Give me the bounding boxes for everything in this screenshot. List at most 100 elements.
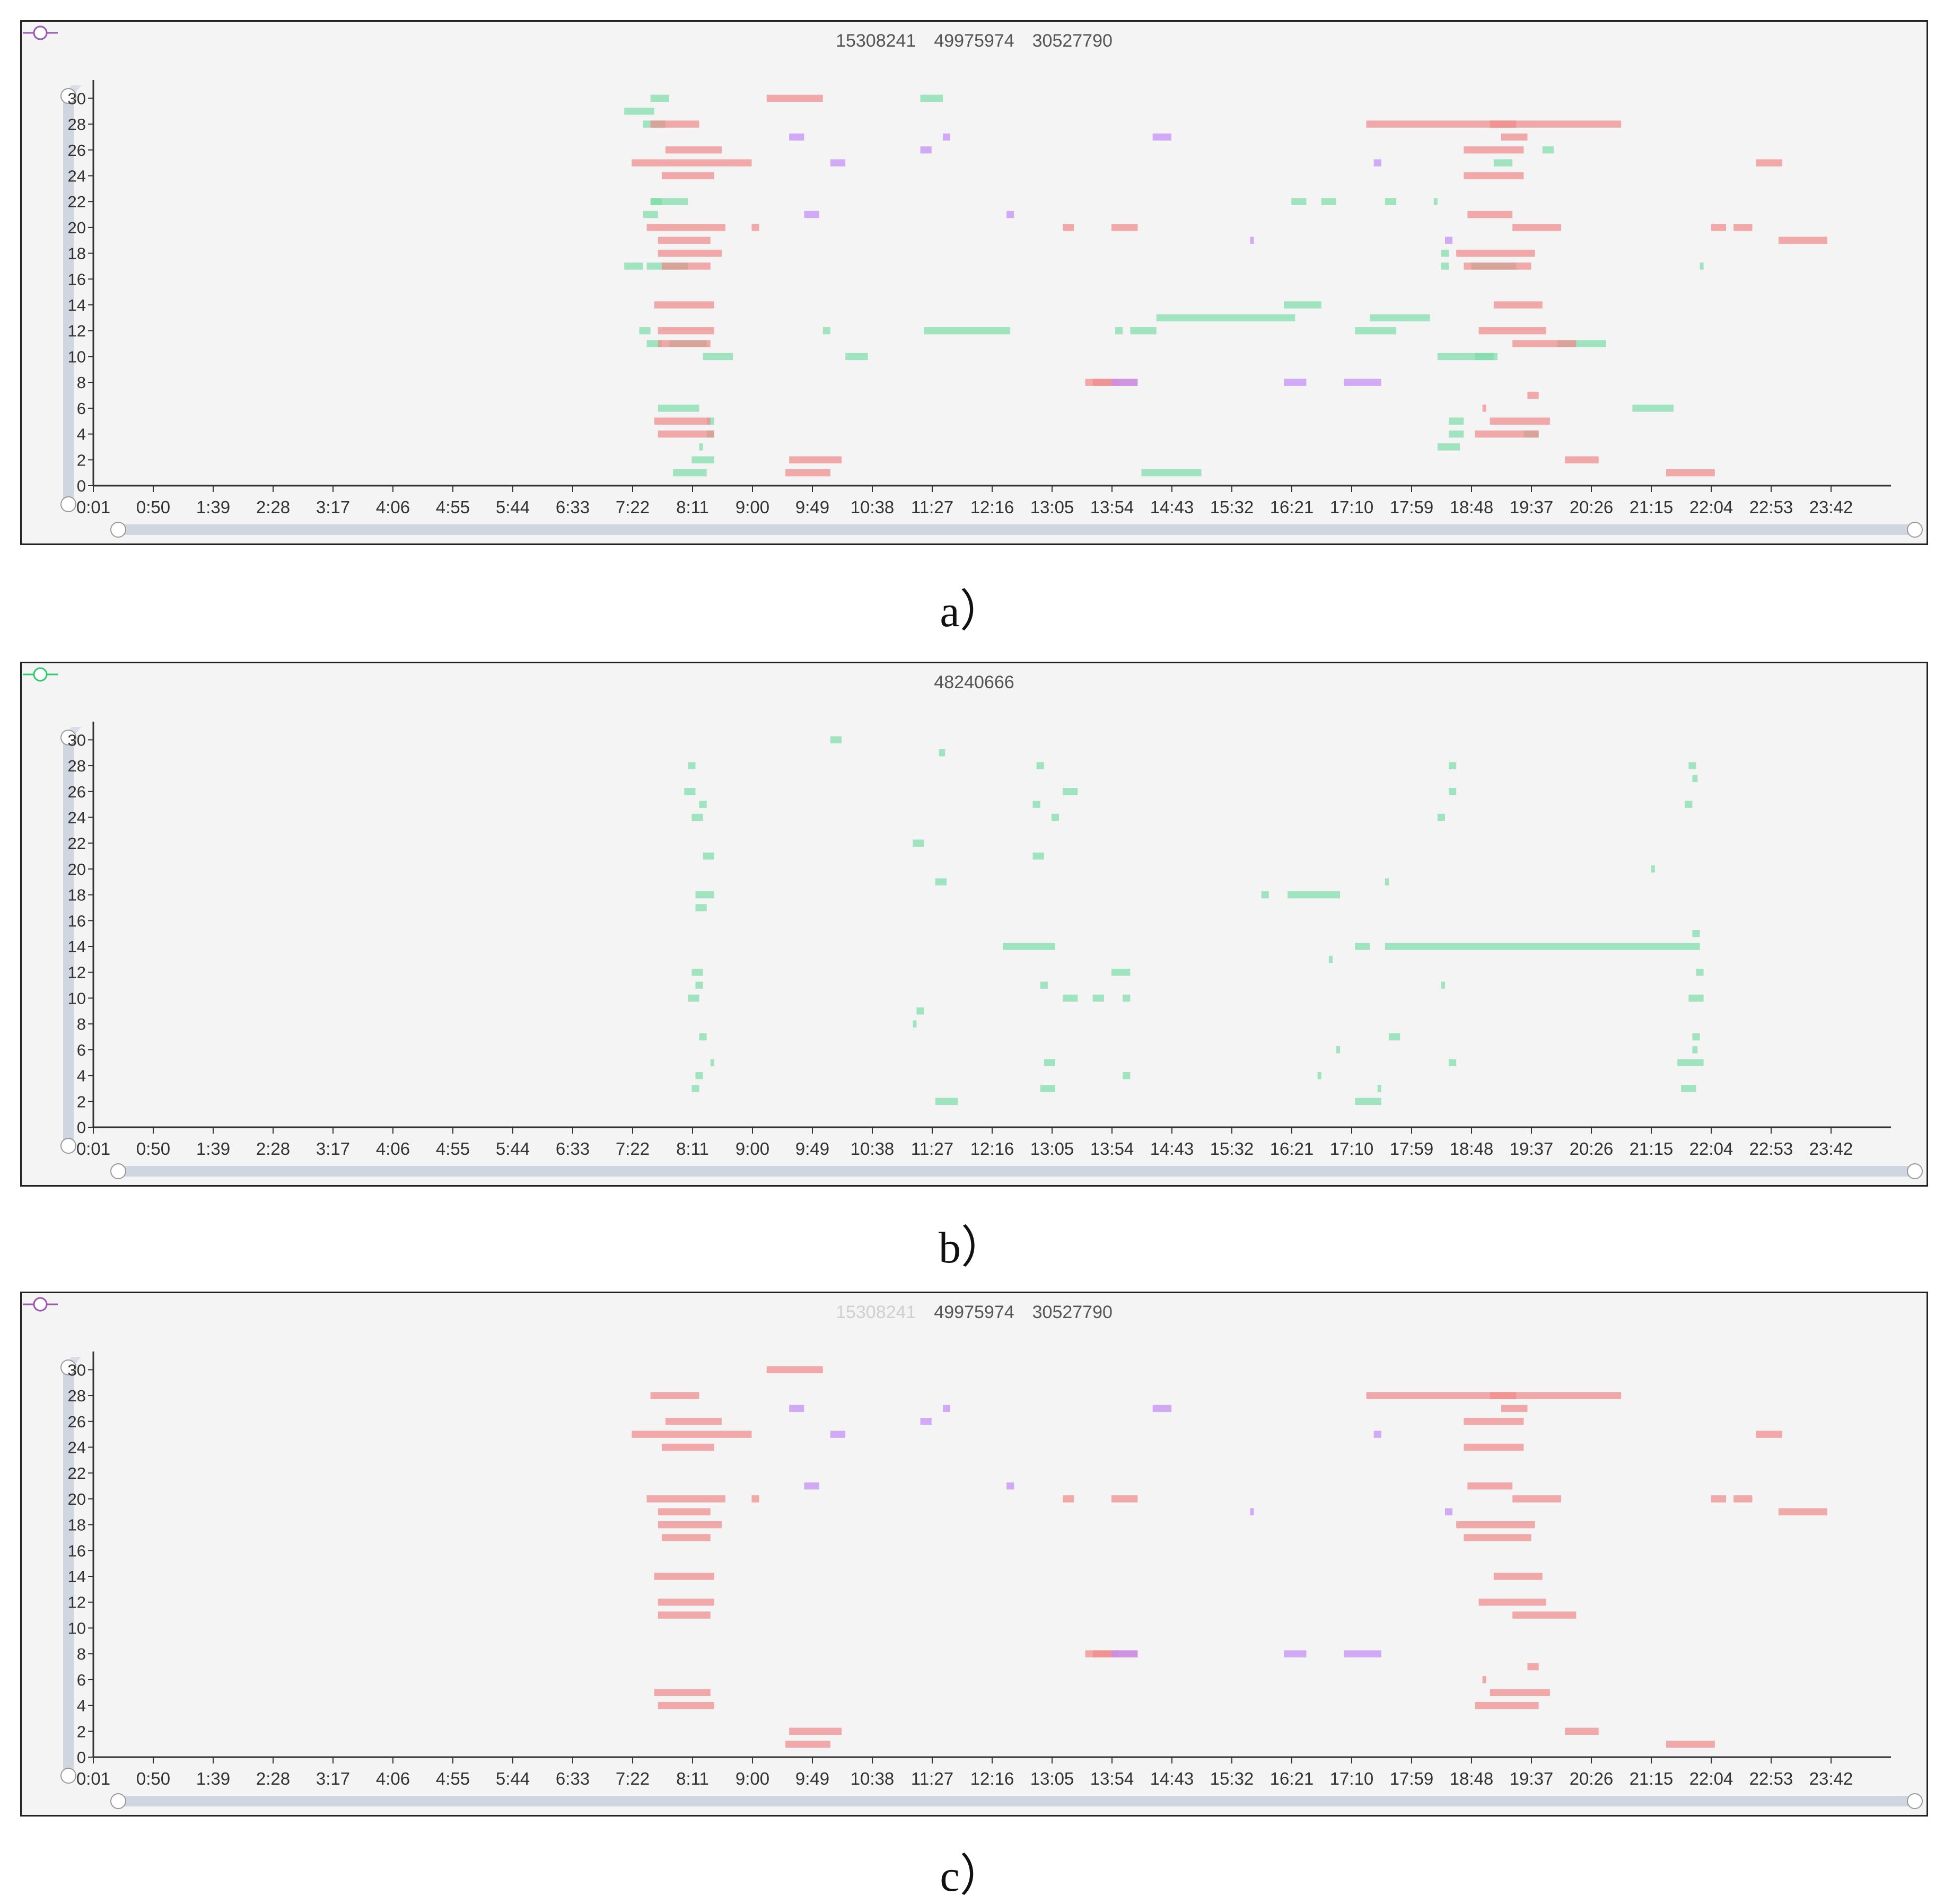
x-zoom-handle-left-icon bbox=[110, 522, 126, 538]
bar-segment bbox=[1444, 236, 1453, 244]
y-tick-label: 18 bbox=[68, 244, 86, 263]
bar-segment bbox=[695, 891, 714, 899]
bar-segment bbox=[1464, 146, 1524, 154]
bar-segment bbox=[1527, 391, 1539, 399]
bar-segment bbox=[1681, 1085, 1696, 1092]
bar-segment bbox=[916, 1007, 924, 1015]
bar-segment bbox=[1493, 159, 1513, 166]
y-tick-label: 22 bbox=[68, 834, 86, 853]
bar-segment bbox=[710, 1059, 714, 1066]
bars-group bbox=[684, 736, 1704, 1105]
bar-segment bbox=[673, 469, 707, 477]
bar-segment bbox=[688, 994, 699, 1002]
x-tick-label: 5:44 bbox=[496, 1139, 530, 1159]
bar-segment bbox=[1006, 210, 1014, 218]
bar-segment bbox=[1666, 469, 1715, 477]
bar-segment bbox=[1373, 1431, 1381, 1438]
y-tick-label: 8 bbox=[77, 373, 86, 392]
bar-segment bbox=[1565, 456, 1599, 463]
bar-segment bbox=[1464, 1443, 1524, 1451]
bar-segment bbox=[1063, 224, 1074, 231]
bar-segment bbox=[1437, 443, 1460, 451]
legend-item-30527790[interactable]: 30527790 bbox=[23, 25, 1113, 51]
bar-segment bbox=[1355, 1098, 1381, 1105]
bar-segment bbox=[654, 1689, 711, 1696]
bar-segment bbox=[703, 852, 714, 860]
x-zoom-handle-right-icon bbox=[1907, 522, 1923, 538]
bar-segment bbox=[1407, 314, 1430, 322]
bar-segment bbox=[1370, 314, 1408, 322]
bar-segment bbox=[935, 878, 947, 885]
bar-segment bbox=[1321, 198, 1337, 205]
x-tick-label: 11:27 bbox=[911, 1139, 953, 1159]
bar-segment bbox=[1512, 1611, 1577, 1619]
x-tick-label: 15:32 bbox=[1210, 1139, 1254, 1159]
bar-segment bbox=[646, 224, 726, 231]
y-tick-label: 12 bbox=[68, 322, 86, 340]
bar-segment bbox=[1284, 1650, 1307, 1657]
x-tick-label: 1:39 bbox=[196, 1769, 230, 1788]
bar-segment bbox=[804, 210, 819, 218]
y-tick-label: 14 bbox=[68, 296, 86, 314]
legend-item-30527790[interactable]: 30527790 bbox=[23, 1297, 1113, 1323]
bar-segment bbox=[1527, 1663, 1539, 1671]
legend-item-48240666[interactable]: 48240666 bbox=[23, 667, 1014, 693]
bar-segment bbox=[1003, 943, 1055, 950]
x-tick-label: 18:48 bbox=[1450, 497, 1494, 517]
bar-segment bbox=[1141, 469, 1202, 477]
y-zoom-slider-track bbox=[63, 736, 74, 1145]
bar-segment bbox=[1373, 159, 1381, 166]
bar-segment bbox=[1040, 981, 1048, 989]
x-tick-label: 21:15 bbox=[1630, 1139, 1674, 1159]
y-tick-label: 26 bbox=[68, 1412, 86, 1431]
bar-segment bbox=[691, 456, 714, 463]
bar-segment bbox=[1490, 1689, 1550, 1696]
y-tick-label: 2 bbox=[77, 1722, 86, 1741]
legend-label: 15308241 bbox=[836, 1302, 916, 1322]
bar-segment bbox=[691, 813, 703, 821]
x-tick-label: 13:54 bbox=[1090, 1769, 1134, 1788]
x-zoom-handle-left-icon bbox=[110, 1163, 126, 1179]
bar-segment bbox=[789, 1727, 842, 1735]
x-tick-label: 14:43 bbox=[1150, 497, 1194, 517]
x-tick-label: 8:11 bbox=[676, 497, 709, 517]
y-tick-label: 16 bbox=[68, 911, 86, 930]
bar-segment bbox=[1051, 813, 1059, 821]
x-tick-label: 2:28 bbox=[256, 497, 290, 517]
legend: 15308241 49975974 30527790 bbox=[22, 1296, 1927, 1328]
bar-segment bbox=[1467, 210, 1513, 218]
legend-item-49975974[interactable]: 49975974 bbox=[23, 25, 1014, 51]
x-tick-label: 16:21 bbox=[1270, 1769, 1314, 1788]
bar-segment bbox=[1666, 1740, 1715, 1748]
x-tick-label: 12:16 bbox=[970, 497, 1014, 517]
bar-segment bbox=[1464, 1418, 1524, 1425]
bar-segment bbox=[1501, 1405, 1528, 1412]
bar-segment bbox=[654, 1573, 714, 1580]
bar-segment bbox=[1778, 236, 1827, 244]
bar-segment bbox=[1032, 852, 1044, 860]
bar-segment bbox=[699, 1033, 707, 1041]
bar-segment bbox=[830, 1431, 846, 1438]
y-tick-label: 8 bbox=[77, 1015, 86, 1033]
y-tick-label: 16 bbox=[68, 270, 86, 288]
bar-segment bbox=[789, 1405, 804, 1412]
bar-segment bbox=[661, 262, 711, 270]
x-tick-label: 12:16 bbox=[970, 1139, 1014, 1159]
bar-segment bbox=[1467, 1482, 1513, 1490]
bar-segment bbox=[1444, 1508, 1453, 1515]
bar-segment bbox=[658, 405, 662, 412]
y-tick-label: 6 bbox=[77, 1671, 86, 1689]
x-tick-label: 0:01 bbox=[76, 1769, 110, 1788]
bar-segment bbox=[1688, 762, 1696, 769]
x-tick-label: 3:17 bbox=[316, 1139, 350, 1159]
bar-segment bbox=[646, 1495, 726, 1503]
bar-segment bbox=[1123, 994, 1131, 1002]
bar-segment bbox=[1482, 405, 1486, 412]
x-tick-label: 22:04 bbox=[1689, 497, 1733, 517]
legend-label: 30527790 bbox=[1032, 1302, 1113, 1322]
bar-segment bbox=[1328, 955, 1333, 963]
x-tick-label: 17:59 bbox=[1390, 1139, 1434, 1159]
legend-label: 48240666 bbox=[934, 672, 1014, 692]
